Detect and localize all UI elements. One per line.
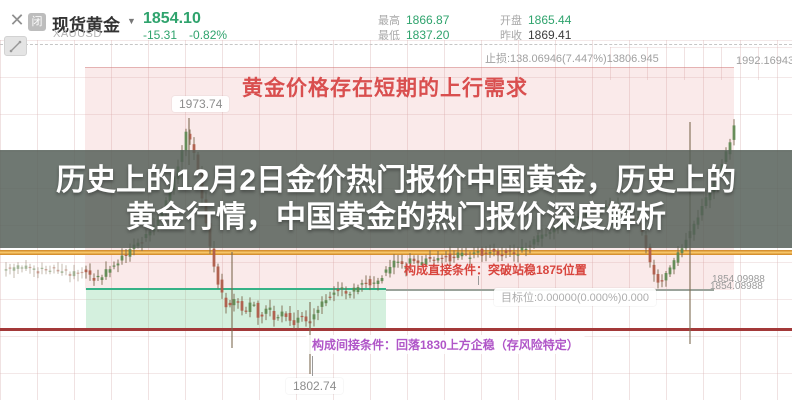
condition-pointer-line bbox=[478, 276, 479, 285]
symbol-code: XAUUSD bbox=[53, 28, 102, 40]
quote-bar: ✕ 闭 现货黄金 ▼ XAUUSD 1854.10 -15.31 -0.82% … bbox=[0, 0, 792, 43]
banner-text: 黄金价格存在短期的上行需求 bbox=[242, 77, 528, 100]
current-price-label-bottom: 1854.08988 bbox=[710, 281, 763, 292]
overlay-title-line2: 黄金行情，中国黄金的热门报价深度解析 bbox=[126, 201, 666, 234]
stat-open-value: 1865.44 bbox=[528, 13, 572, 27]
stat-high-value: 1866.87 bbox=[406, 13, 450, 27]
kline-tool-button[interactable] bbox=[4, 36, 27, 56]
stat-open-label: 开盘 bbox=[500, 15, 522, 27]
kline-tool-icon bbox=[9, 40, 22, 52]
target-label: 目标位:0.00000(0.000%)0.000 bbox=[494, 288, 656, 306]
current-price-label-top: 1854.09988 bbox=[712, 274, 765, 285]
condition-indirect-label: 构成间接条件：回落1830上方企稳（存风险特定） bbox=[306, 335, 585, 354]
stat-prev-close-value: 1869.41 bbox=[528, 28, 572, 42]
stat-low-label: 最低 bbox=[378, 30, 400, 42]
price-change: -15.31 -0.82% bbox=[143, 28, 227, 42]
overlay-title-line1: 历史上的12月2日金价热门报价中国黄金，历史上的 bbox=[55, 163, 737, 197]
close-icon[interactable]: ✕ bbox=[9, 10, 25, 30]
upper-price-label: 1992.16943 bbox=[736, 55, 792, 67]
stat-low-value: 1837.20 bbox=[406, 28, 450, 42]
resistance-level-line bbox=[0, 250, 792, 255]
candlestick-chart[interactable]: 止损:138.06946(7.447%)13806.945 1992.16943… bbox=[0, 6, 792, 400]
grid-patch bbox=[610, 47, 792, 80]
stat-high: 最高 1866.87 bbox=[378, 12, 449, 28]
change-percent: -0.82% bbox=[189, 28, 228, 42]
low-pointer-line bbox=[312, 356, 313, 376]
condition-direct-label: 构成直接条件：突破站稳1875位置 bbox=[404, 263, 587, 277]
peak-price-label: 1973.74 bbox=[172, 96, 230, 112]
low-price-label: 1802.74 bbox=[286, 378, 344, 394]
stat-prev-close-label: 昨收 bbox=[500, 30, 522, 42]
stat-high-label: 最高 bbox=[378, 15, 400, 27]
stat-open: 开盘 1865.44 bbox=[500, 12, 571, 28]
last-price: 1854.10 bbox=[143, 10, 201, 27]
stop-loss-label: 止损:138.06946(7.447%)13806.945 bbox=[485, 53, 659, 65]
overlay-title-band: 历史上的12月2日金价热门报价中国黄金，历史上的 黄金行情，中国黄金的热门报价深… bbox=[0, 150, 792, 248]
market-closed-badge: 闭 bbox=[28, 13, 46, 31]
support-zone bbox=[86, 288, 386, 331]
current-price-labels: 1854.09988 1854.08988 bbox=[710, 274, 765, 292]
change-value: -15.31 bbox=[143, 28, 178, 42]
support-level-line bbox=[0, 328, 792, 331]
stat-prev-close: 昨收 1869.41 bbox=[500, 27, 571, 43]
stat-low: 最低 1837.20 bbox=[378, 27, 449, 43]
stop-loss-dashed-line bbox=[0, 44, 792, 45]
symbol-name[interactable]: 现货黄金 bbox=[52, 16, 120, 35]
chevron-down-icon[interactable]: ▼ bbox=[127, 16, 136, 26]
